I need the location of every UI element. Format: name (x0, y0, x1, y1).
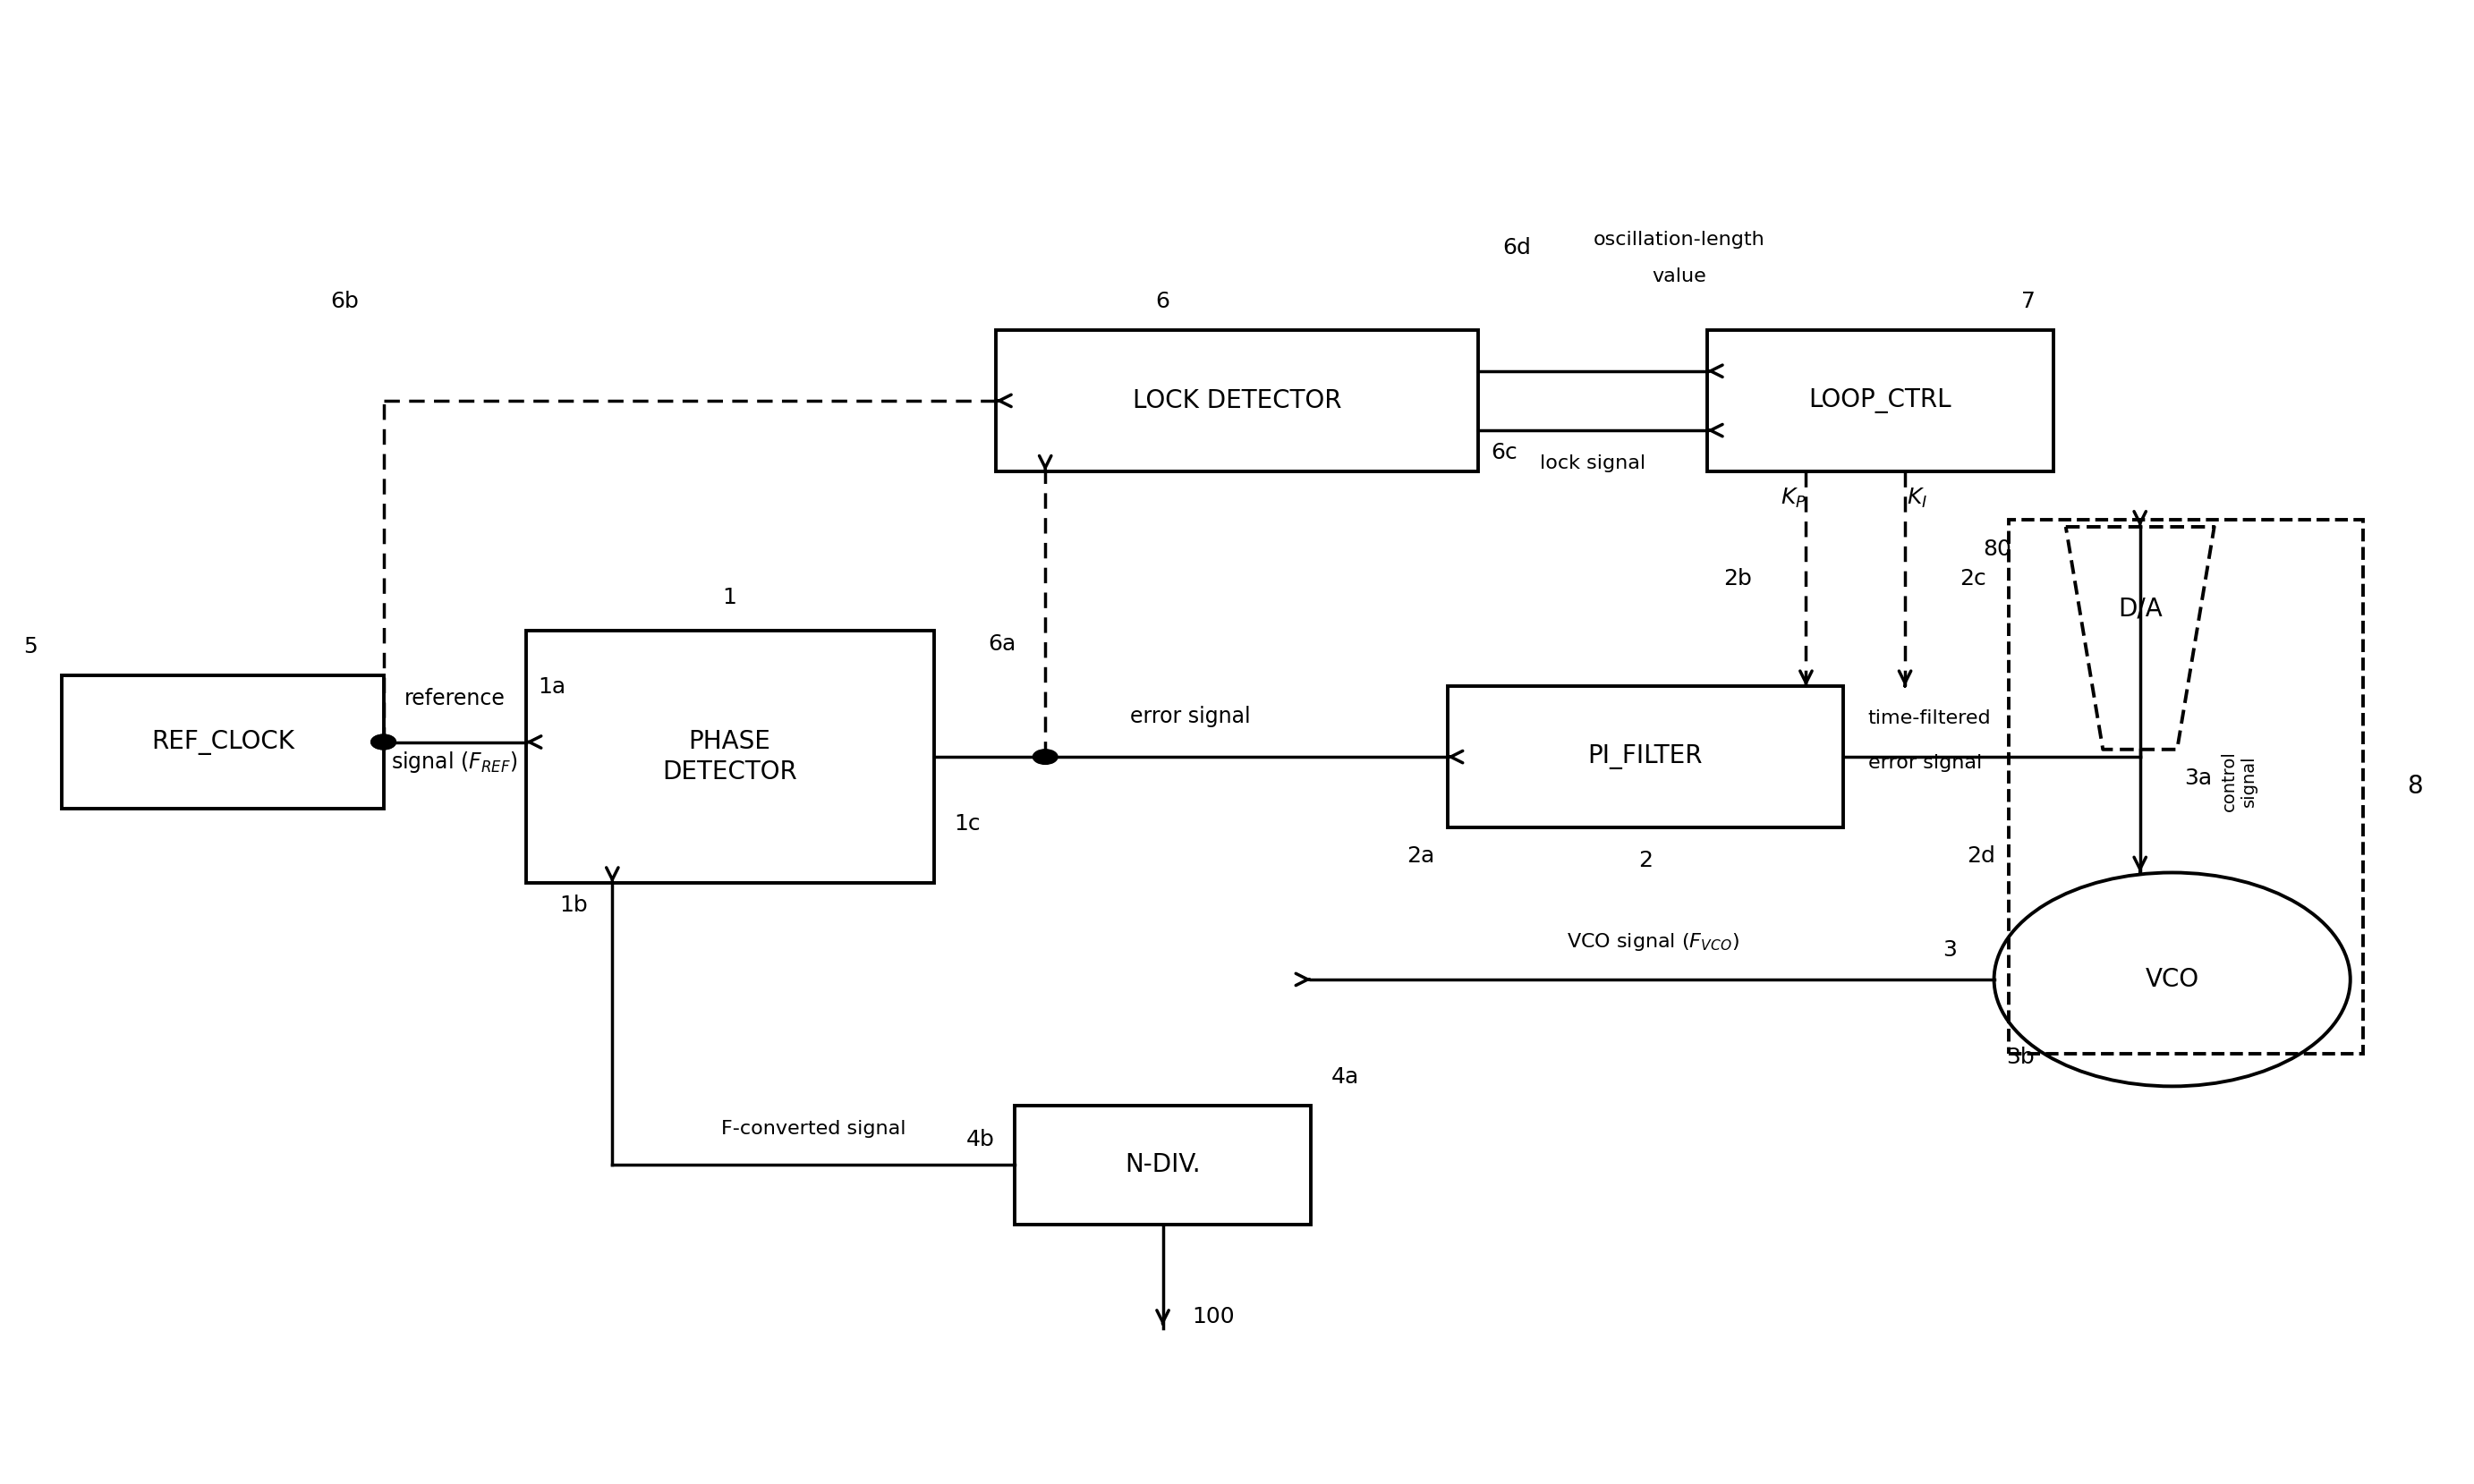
Text: 2d: 2d (1967, 846, 1997, 867)
Text: time-filtered: time-filtered (1868, 709, 1992, 727)
Text: 6c: 6c (1489, 442, 1517, 463)
Bar (1447, 687, 1843, 828)
Text: 6b: 6b (329, 291, 359, 313)
Text: 1a: 1a (537, 677, 567, 697)
Text: 7: 7 (2021, 291, 2036, 313)
Text: error signal: error signal (1131, 706, 1252, 727)
Text: reference: reference (403, 689, 505, 709)
Text: LOCK DETECTOR: LOCK DETECTOR (1133, 389, 1341, 413)
Bar (524, 631, 933, 883)
Text: 6a: 6a (987, 634, 1017, 654)
Text: 100: 100 (1192, 1306, 1235, 1327)
Text: lock signal: lock signal (1539, 454, 1645, 472)
Text: 2: 2 (1638, 849, 1653, 871)
Text: LOOP_CTRL: LOOP_CTRL (1808, 389, 1952, 413)
Bar (1014, 1106, 1311, 1224)
Text: PHASE
DETECTOR: PHASE DETECTOR (663, 729, 797, 785)
Text: $K_P$: $K_P$ (1781, 487, 1806, 509)
Text: 1c: 1c (955, 813, 980, 834)
Circle shape (371, 735, 396, 749)
Circle shape (1032, 749, 1059, 764)
Text: 5: 5 (22, 637, 37, 657)
Text: REF_CLOCK: REF_CLOCK (151, 730, 294, 754)
Text: PI_FILTER: PI_FILTER (1588, 745, 1702, 769)
Text: 6d: 6d (1504, 237, 1531, 258)
Bar (1707, 331, 2053, 472)
Circle shape (371, 735, 396, 749)
Text: error signal: error signal (1868, 754, 1982, 772)
Text: oscillation-length: oscillation-length (1593, 230, 1764, 248)
Text: 1: 1 (722, 588, 737, 608)
Bar (995, 331, 1477, 472)
Text: 3a: 3a (2185, 767, 2212, 788)
Bar (2009, 519, 2363, 1054)
Text: 4b: 4b (965, 1129, 995, 1150)
Text: 80: 80 (1982, 539, 2011, 559)
Text: value: value (1653, 267, 1707, 286)
Text: VCO signal ($F_{VCO}$): VCO signal ($F_{VCO}$) (1566, 932, 1739, 953)
Text: 8: 8 (2407, 775, 2422, 798)
Text: 2b: 2b (1722, 568, 1752, 589)
Text: VCO: VCO (2145, 968, 2199, 991)
Text: 3: 3 (1942, 939, 1957, 960)
Text: F-converted signal: F-converted signal (720, 1120, 905, 1138)
Text: 6: 6 (1155, 291, 1170, 313)
Text: 3b: 3b (2006, 1046, 2034, 1067)
Text: D/A: D/A (2118, 597, 2162, 620)
Text: N-DIV.: N-DIV. (1126, 1153, 1200, 1177)
Text: 4a: 4a (1331, 1067, 1358, 1088)
Text: control
signal: control signal (2222, 751, 2256, 810)
Text: signal ($F_{REF}$): signal ($F_{REF}$) (391, 749, 517, 775)
Bar (62, 675, 383, 809)
Text: $K_I$: $K_I$ (1907, 487, 1927, 509)
Text: 1b: 1b (559, 895, 586, 916)
Text: 2a: 2a (1408, 846, 1435, 867)
Text: 2c: 2c (1959, 568, 1987, 589)
